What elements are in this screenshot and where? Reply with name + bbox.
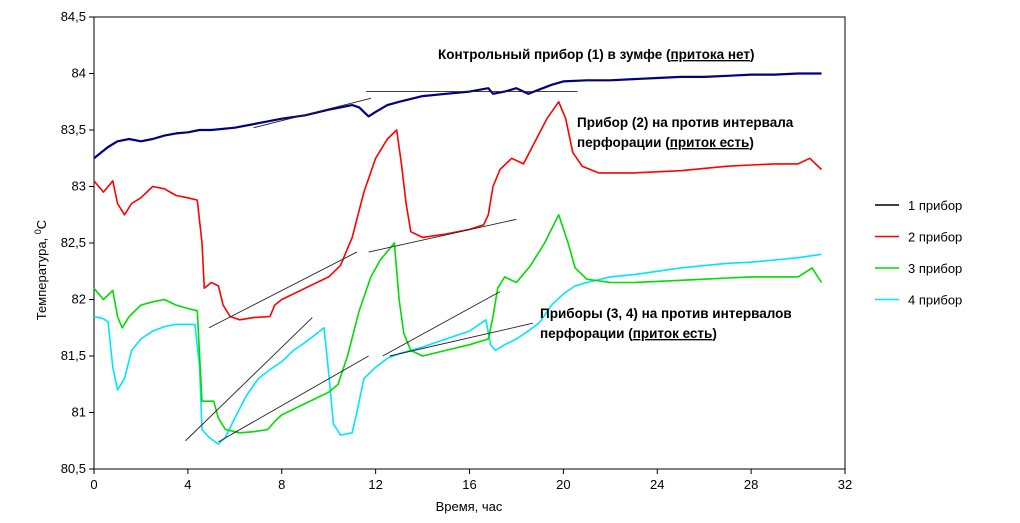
y-tick-label: 82 — [72, 292, 86, 307]
annotation-3-line-2: перфорации (приток есть) — [540, 326, 717, 341]
trend-line — [208, 251, 358, 329]
x-tick-label: 28 — [744, 477, 758, 492]
trend-line — [185, 317, 313, 442]
x-tick-label: 8 — [278, 477, 285, 492]
x-tick-label: 4 — [184, 477, 191, 492]
annotation-text: Приборы (3, 4) на против интервалов — [540, 306, 792, 321]
y-axis-label-main: Температура, — [34, 234, 49, 320]
trend-line — [368, 218, 517, 253]
y-axis-label-unit: C — [34, 220, 49, 229]
legend-label-3: 3 прибор — [908, 261, 962, 276]
annotation-text: Контрольный прибор (1) в зумфе ( — [438, 47, 671, 62]
x-tick-label: 20 — [556, 477, 570, 492]
annotation-text: перфорации ( — [540, 326, 633, 341]
y-tick-label: 80,5 — [61, 461, 86, 476]
x-axis-label: Время, час — [436, 499, 503, 514]
annotation-2-line-2: перфорации (приток есть) — [577, 135, 754, 150]
legend-label-2: 2 прибор — [908, 230, 962, 245]
trend-line — [218, 355, 369, 443]
trend-line — [253, 97, 372, 129]
y-tick-label: 84,5 — [61, 9, 86, 24]
legend-label-1: 1 прибор — [908, 198, 962, 213]
y-tick-label: 84 — [72, 66, 86, 81]
y-axis-label-sup: 0 — [33, 229, 43, 234]
series-line-1 — [93, 72, 822, 160]
legend-label-4: 4 прибор — [908, 293, 962, 308]
x-tick-label: 12 — [368, 477, 382, 492]
annotation-text: ) — [749, 135, 754, 150]
trend-line — [389, 322, 533, 357]
annotation-underlined-text: приток есть — [633, 326, 713, 341]
x-tick-label: 16 — [462, 477, 476, 492]
annotation-text: Прибор (2) на против интервала — [577, 115, 794, 130]
y-tick-label: 83 — [72, 179, 86, 194]
y-axis-label: Температура, 0C — [33, 220, 49, 320]
series-line-3 — [93, 214, 823, 434]
series-line-4 — [93, 253, 822, 445]
y-tick-label: 81,5 — [61, 348, 86, 363]
x-tick-label: 0 — [90, 477, 97, 492]
annotation-text: перфорации ( — [577, 135, 670, 150]
annotation-1-line-1: Контрольный прибор (1) в зумфе (притока … — [438, 47, 755, 62]
y-tick-label: 83,5 — [61, 122, 86, 137]
annotation-3-line-1: Приборы (3, 4) на против интервалов — [540, 306, 792, 321]
y-tick-label: 82,5 — [61, 235, 86, 250]
x-tick-label: 32 — [838, 477, 852, 492]
x-tick-label: 24 — [650, 477, 664, 492]
y-tick-label: 81 — [72, 405, 86, 420]
annotation-2-line-1: Прибор (2) на против интервала — [577, 115, 794, 130]
annotation-text: ) — [712, 326, 717, 341]
series-line-2 — [93, 101, 823, 321]
annotation-text: ) — [750, 47, 755, 62]
trend-line — [382, 291, 501, 357]
annotation-underlined-text: приток есть — [670, 135, 750, 150]
annotation-underlined-text: притока нет — [671, 47, 751, 62]
